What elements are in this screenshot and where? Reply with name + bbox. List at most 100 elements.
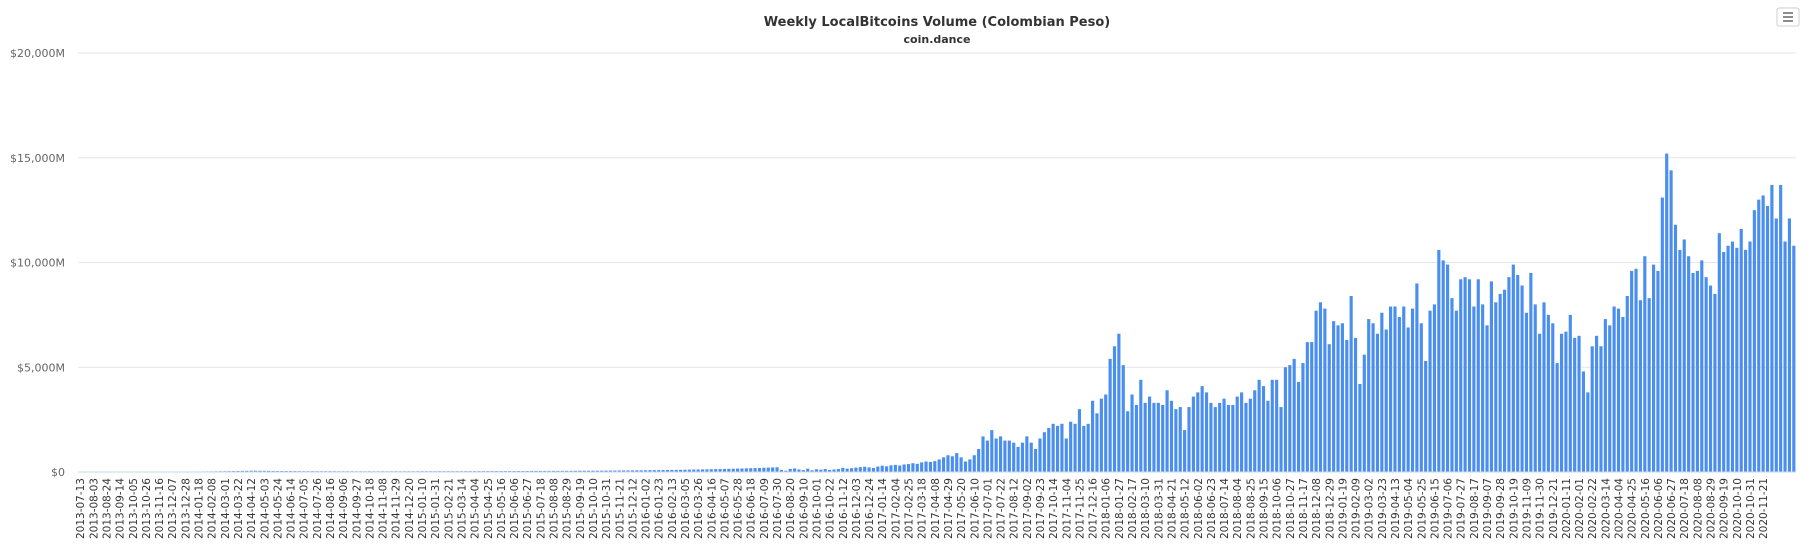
bar[interactable] <box>836 469 840 472</box>
bar[interactable] <box>1231 404 1235 472</box>
bar[interactable] <box>1459 279 1463 472</box>
bar[interactable] <box>1454 310 1458 472</box>
bar[interactable] <box>1608 325 1612 472</box>
bar[interactable] <box>1765 205 1770 472</box>
bar[interactable] <box>1248 398 1252 472</box>
bar[interactable] <box>271 470 275 472</box>
bar[interactable] <box>779 469 783 472</box>
bar[interactable] <box>648 470 652 472</box>
bar[interactable] <box>915 463 919 472</box>
bar[interactable] <box>1104 394 1108 472</box>
bar[interactable] <box>1726 245 1730 472</box>
bar[interactable] <box>521 470 525 472</box>
bar[interactable] <box>534 470 538 472</box>
bar[interactable] <box>845 468 849 472</box>
bar[interactable] <box>687 469 691 472</box>
bar[interactable] <box>1621 316 1625 472</box>
bar[interactable] <box>1130 394 1134 472</box>
bar[interactable] <box>1524 312 1529 472</box>
bar[interactable] <box>1529 272 1533 472</box>
bar[interactable] <box>1616 308 1621 472</box>
bar[interactable] <box>1651 264 1656 472</box>
bar[interactable] <box>946 455 950 472</box>
bar[interactable] <box>1349 296 1353 472</box>
bar[interactable] <box>1240 392 1244 472</box>
bar[interactable] <box>1362 354 1366 472</box>
bar[interactable] <box>613 470 617 472</box>
bar[interactable] <box>709 469 713 472</box>
bar[interactable] <box>1384 329 1388 472</box>
bar[interactable] <box>652 470 656 472</box>
bar[interactable] <box>942 457 946 472</box>
bar[interactable] <box>1301 363 1305 472</box>
bar[interactable] <box>1573 337 1577 472</box>
bar[interactable] <box>1485 325 1489 472</box>
bar[interactable] <box>1687 256 1691 472</box>
bar[interactable] <box>937 459 941 472</box>
bar[interactable] <box>1121 365 1125 472</box>
bar[interactable] <box>679 469 683 472</box>
bar[interactable] <box>1367 319 1371 472</box>
bar[interactable] <box>639 470 643 472</box>
bar[interactable] <box>736 468 740 472</box>
bar[interactable] <box>1476 279 1480 472</box>
bar[interactable] <box>1533 304 1537 472</box>
bar[interactable] <box>240 470 244 472</box>
bar[interactable] <box>806 468 810 472</box>
bar[interactable] <box>236 470 240 472</box>
bar[interactable] <box>867 467 871 472</box>
bar[interactable] <box>1472 306 1476 473</box>
bar[interactable] <box>1279 407 1283 472</box>
bar[interactable] <box>1156 402 1160 472</box>
bar[interactable] <box>1020 442 1025 472</box>
bar[interactable] <box>1353 337 1358 472</box>
bar[interactable] <box>893 464 897 472</box>
bar-series[interactable] <box>78 153 1796 473</box>
bar[interactable] <box>569 470 573 472</box>
bar[interactable] <box>1546 314 1550 473</box>
bar[interactable] <box>1108 358 1112 472</box>
bar[interactable] <box>771 467 775 472</box>
bar[interactable] <box>959 457 963 472</box>
bar[interactable] <box>1402 306 1406 473</box>
bar[interactable] <box>1489 281 1493 472</box>
bar[interactable] <box>823 469 827 472</box>
bar[interactable] <box>911 463 915 472</box>
bar[interactable] <box>1538 333 1542 472</box>
bar[interactable] <box>595 470 599 472</box>
bar[interactable] <box>1323 308 1327 472</box>
bar[interactable] <box>1358 384 1362 472</box>
bar[interactable] <box>1542 302 1546 472</box>
bar[interactable] <box>1643 256 1647 472</box>
bar[interactable] <box>1779 184 1783 473</box>
bar[interactable] <box>258 470 262 472</box>
bar[interactable] <box>1292 358 1296 472</box>
bar[interactable] <box>1647 298 1651 472</box>
bar[interactable] <box>1025 436 1029 472</box>
bar[interactable] <box>1700 260 1704 472</box>
bar[interactable] <box>972 455 976 472</box>
bar[interactable] <box>1082 425 1086 472</box>
bar[interactable] <box>880 465 884 472</box>
bar[interactable] <box>1270 379 1274 472</box>
bar[interactable] <box>674 469 678 472</box>
bar[interactable] <box>1511 264 1515 472</box>
bar[interactable] <box>814 469 819 472</box>
bar[interactable] <box>1296 381 1301 472</box>
bar[interactable] <box>1332 321 1336 472</box>
bar[interactable] <box>249 470 253 472</box>
bar[interactable] <box>1516 275 1520 472</box>
bar[interactable] <box>1665 153 1669 472</box>
bar[interactable] <box>1007 440 1011 472</box>
bar[interactable] <box>898 465 902 472</box>
bar[interactable] <box>1787 218 1792 473</box>
bar[interactable] <box>924 461 928 472</box>
bar[interactable] <box>906 464 911 472</box>
bar[interactable] <box>1551 323 1555 472</box>
bar[interactable] <box>1051 423 1055 472</box>
bar[interactable] <box>998 436 1003 472</box>
bar[interactable] <box>1380 312 1384 472</box>
bar[interactable] <box>841 467 845 472</box>
bar[interactable] <box>1419 323 1423 472</box>
bar[interactable] <box>933 461 937 472</box>
